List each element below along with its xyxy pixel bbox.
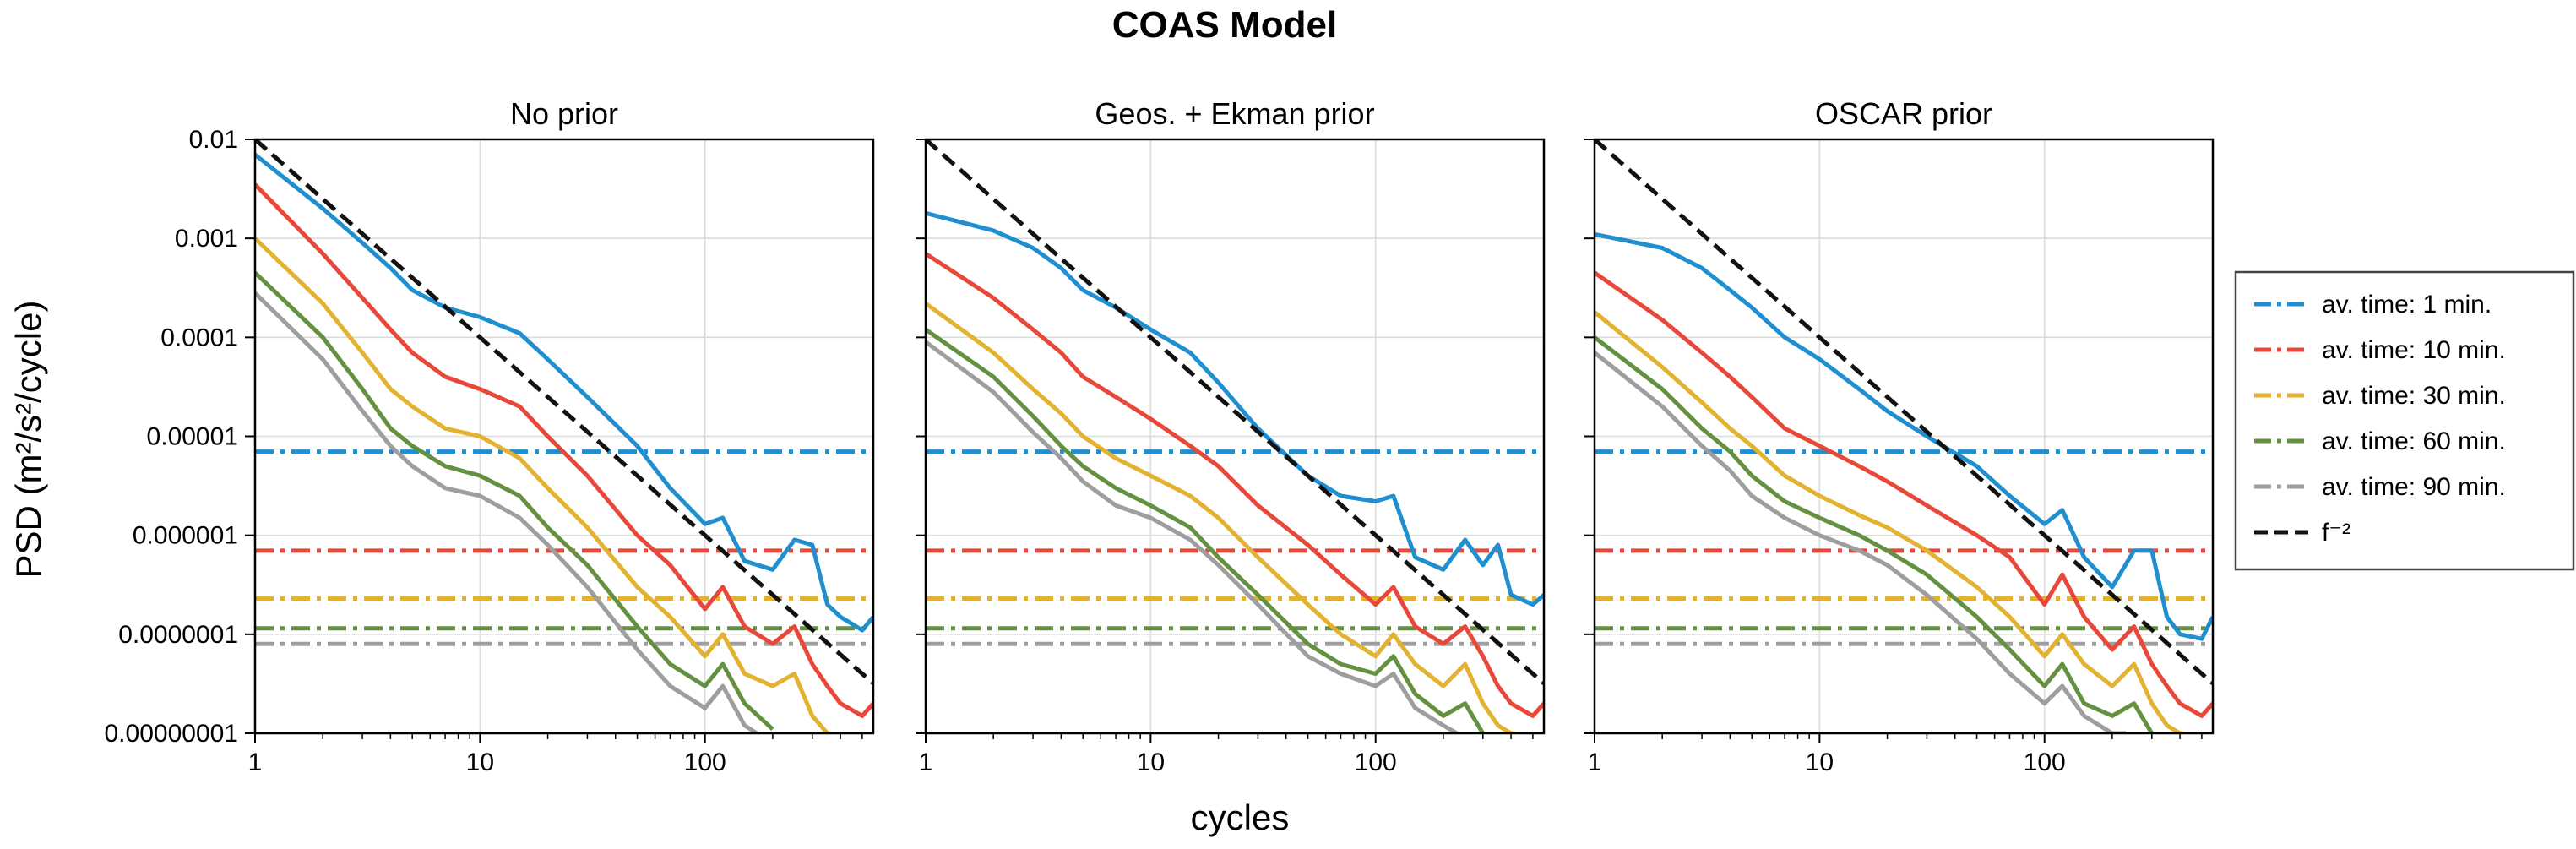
series-line (926, 340, 1459, 733)
legend-label: f⁻² (2322, 519, 2350, 547)
x-tick-label: 10 (1806, 748, 1834, 776)
reference-line (255, 139, 873, 685)
x-tick-label: 1 (919, 748, 933, 776)
x-axis-label: cycles (1191, 797, 1290, 837)
panel-title: No prior (510, 96, 618, 131)
legend-label: av. time: 1 min. (2322, 291, 2492, 318)
y-tick-label: 0.0001 (160, 324, 238, 351)
series-line (255, 291, 758, 733)
legend-label: av. time: 30 min. (2322, 382, 2506, 410)
legend-label: av. time: 60 min. (2322, 427, 2506, 455)
series-line (255, 153, 873, 633)
y-tick-label: 0.00000001 (105, 720, 239, 748)
x-tick-label: 1 (1588, 748, 1602, 776)
y-tick-label: 0.00001 (147, 423, 238, 451)
panel-title: OSCAR prior (1815, 96, 1992, 131)
plot-area (255, 139, 873, 733)
panel-3: 1 10 100 OSCAR prior (1584, 96, 2215, 776)
figure-suptitle: COAS Model (1112, 4, 1337, 46)
series-line (1595, 335, 2154, 733)
series-line (1595, 270, 2213, 718)
reference-line (1595, 139, 2213, 685)
panels: 1 10 100 0.01 0.001 0.0001 0.00001 0.000001 0.00… (105, 96, 2215, 776)
series-line (926, 210, 1544, 607)
series-line (255, 270, 774, 732)
y-tick-label: 0.01 (189, 126, 238, 154)
series-line (1595, 310, 2191, 733)
panel-2: 1 10 100 Geos. + Ekman prior (916, 96, 1546, 776)
series-line (1595, 231, 2213, 641)
series-line (926, 252, 1544, 718)
x-tick-label: 100 (684, 748, 726, 776)
x-tick-label: 10 (1137, 748, 1165, 776)
series-line (255, 237, 834, 733)
series-line (926, 328, 1485, 733)
y-tick-label: 0.000001 (133, 522, 238, 550)
panel-title: Geos. + Ekman prior (1095, 96, 1374, 131)
reference-line (926, 139, 1544, 685)
series-line (255, 182, 873, 718)
legend-label: av. time: 10 min. (2322, 336, 2506, 364)
x-tick-label: 100 (2024, 748, 2066, 776)
plot-area (1595, 139, 2213, 733)
panel-1: 1 10 100 0.01 0.001 0.0001 0.00001 0.000001 0.00… (105, 96, 875, 776)
legend: av. time: 1 min. av. time: 10 min. av. tim… (2234, 270, 2575, 571)
y-tick-label: 0.001 (175, 225, 238, 253)
x-tick-label: 10 (466, 748, 494, 776)
plot-area (926, 139, 1544, 733)
series-line (926, 302, 1522, 733)
legend-label: av. time: 90 min. (2322, 473, 2506, 501)
x-tick-label: 1 (248, 748, 263, 776)
y-axis-label: PSD (m²/s²/cycle) (8, 301, 48, 579)
y-tick-label: 0.0000001 (118, 621, 238, 649)
x-tick-label: 100 (1355, 748, 1397, 776)
series-line (1595, 351, 2127, 733)
legend-box (2234, 270, 2575, 571)
